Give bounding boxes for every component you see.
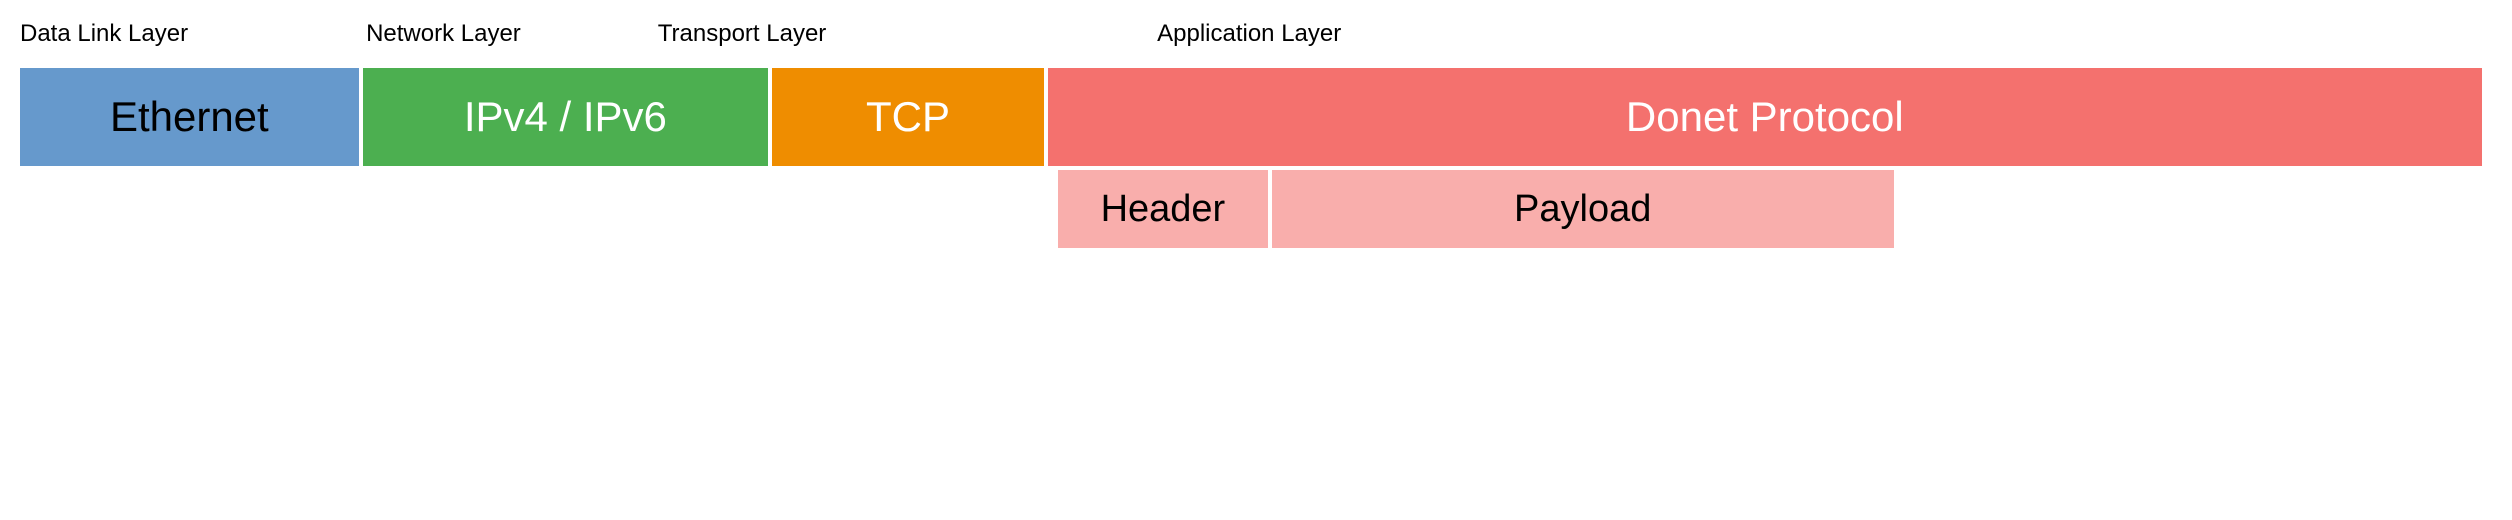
label-network: Network Layer <box>366 20 521 48</box>
block-tcp: TCP <box>772 68 1044 166</box>
label-data-link: Data Link Layer <box>20 20 188 48</box>
label-application: Application Layer <box>1157 20 1341 48</box>
layer-labels-row: Data Link Layer Network Layer Transport … <box>20 20 2492 50</box>
block-ethernet: Ethernet <box>20 68 359 166</box>
sub-block-payload: Payload <box>1272 170 1894 248</box>
sub-block-header: Header <box>1058 170 1267 248</box>
donet-subparts-row: Header Payload <box>1058 170 2492 248</box>
block-donet: Donet Protocol <box>1048 68 2482 166</box>
protocol-stack-diagram: Data Link Layer Network Layer Transport … <box>20 20 2492 248</box>
label-transport: Transport Layer <box>658 20 827 48</box>
protocol-blocks-row: Ethernet IPv4 / IPv6 TCP Donet Protocol <box>20 68 2492 166</box>
block-ip: IPv4 / IPv6 <box>363 68 768 166</box>
